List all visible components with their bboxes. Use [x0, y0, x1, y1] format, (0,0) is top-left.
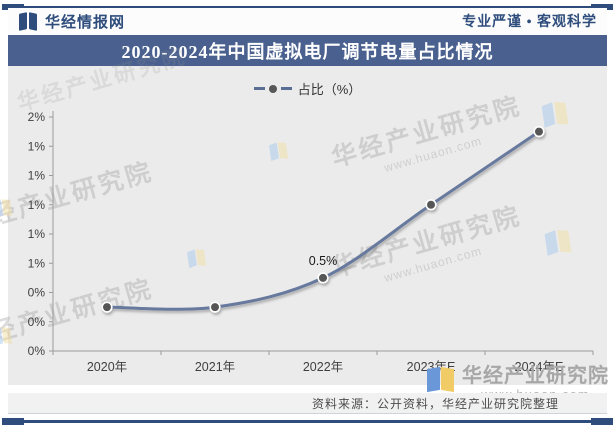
x-category-label: 2021年 — [195, 360, 235, 374]
data-point-marker — [317, 272, 329, 284]
source-footer: 资料来源：公开资料，华经产业研究院整理 — [8, 393, 607, 414]
y-tick-label: 1% — [28, 227, 46, 241]
data-point-marker — [533, 126, 545, 138]
data-point-label: 0.5% — [309, 254, 338, 268]
source-text: 资料来源：公开资料，华经产业研究院整理 — [311, 396, 559, 411]
y-tick-label: 1% — [28, 198, 46, 212]
x-category-label: 2022年 — [303, 360, 343, 374]
brand: 华经情报网 — [18, 11, 125, 32]
y-tick-label: 1% — [28, 169, 46, 183]
brand-name: 华经情报网 — [45, 14, 126, 31]
slogan: 专业严谨 • 客观科学 — [462, 15, 597, 30]
chart-title-bar: 2020-2024年中国虚拟电厂调节电量占比情况 — [8, 35, 607, 66]
y-tick-label: 1% — [28, 256, 46, 270]
series-group — [101, 126, 545, 313]
y-tick-label: 1% — [28, 139, 46, 153]
x-category-label: 2024年E — [515, 360, 564, 374]
legend: 占比（%） — [0, 81, 615, 97]
legend-line-icon — [253, 87, 265, 90]
data-point-marker — [425, 199, 437, 211]
y-tick-label: 2% — [28, 110, 46, 124]
data-point-marker — [209, 301, 221, 313]
y-tick-label: 0% — [28, 315, 46, 329]
legend-label: 占比（%） — [297, 82, 362, 97]
legend-marker-icon — [268, 84, 277, 93]
y-tick-label: 0% — [28, 344, 46, 358]
chart-title: 2020-2024年中国虚拟电厂调节电量占比情况 — [121, 41, 494, 62]
bottom-rule — [2, 418, 613, 425]
top-rule — [2, 4, 613, 10]
watermark-name: 华经产业研究院 — [462, 365, 609, 387]
y-tick-label: 0% — [28, 286, 46, 300]
data-point-marker — [101, 301, 113, 313]
header-bar: 华经情报网 专业严谨 • 客观科学 — [8, 8, 607, 34]
plot-background — [8, 66, 607, 385]
x-category-label: 2020年 — [87, 360, 127, 374]
legend-line-icon — [280, 87, 292, 90]
book-logo-icon — [427, 366, 456, 394]
